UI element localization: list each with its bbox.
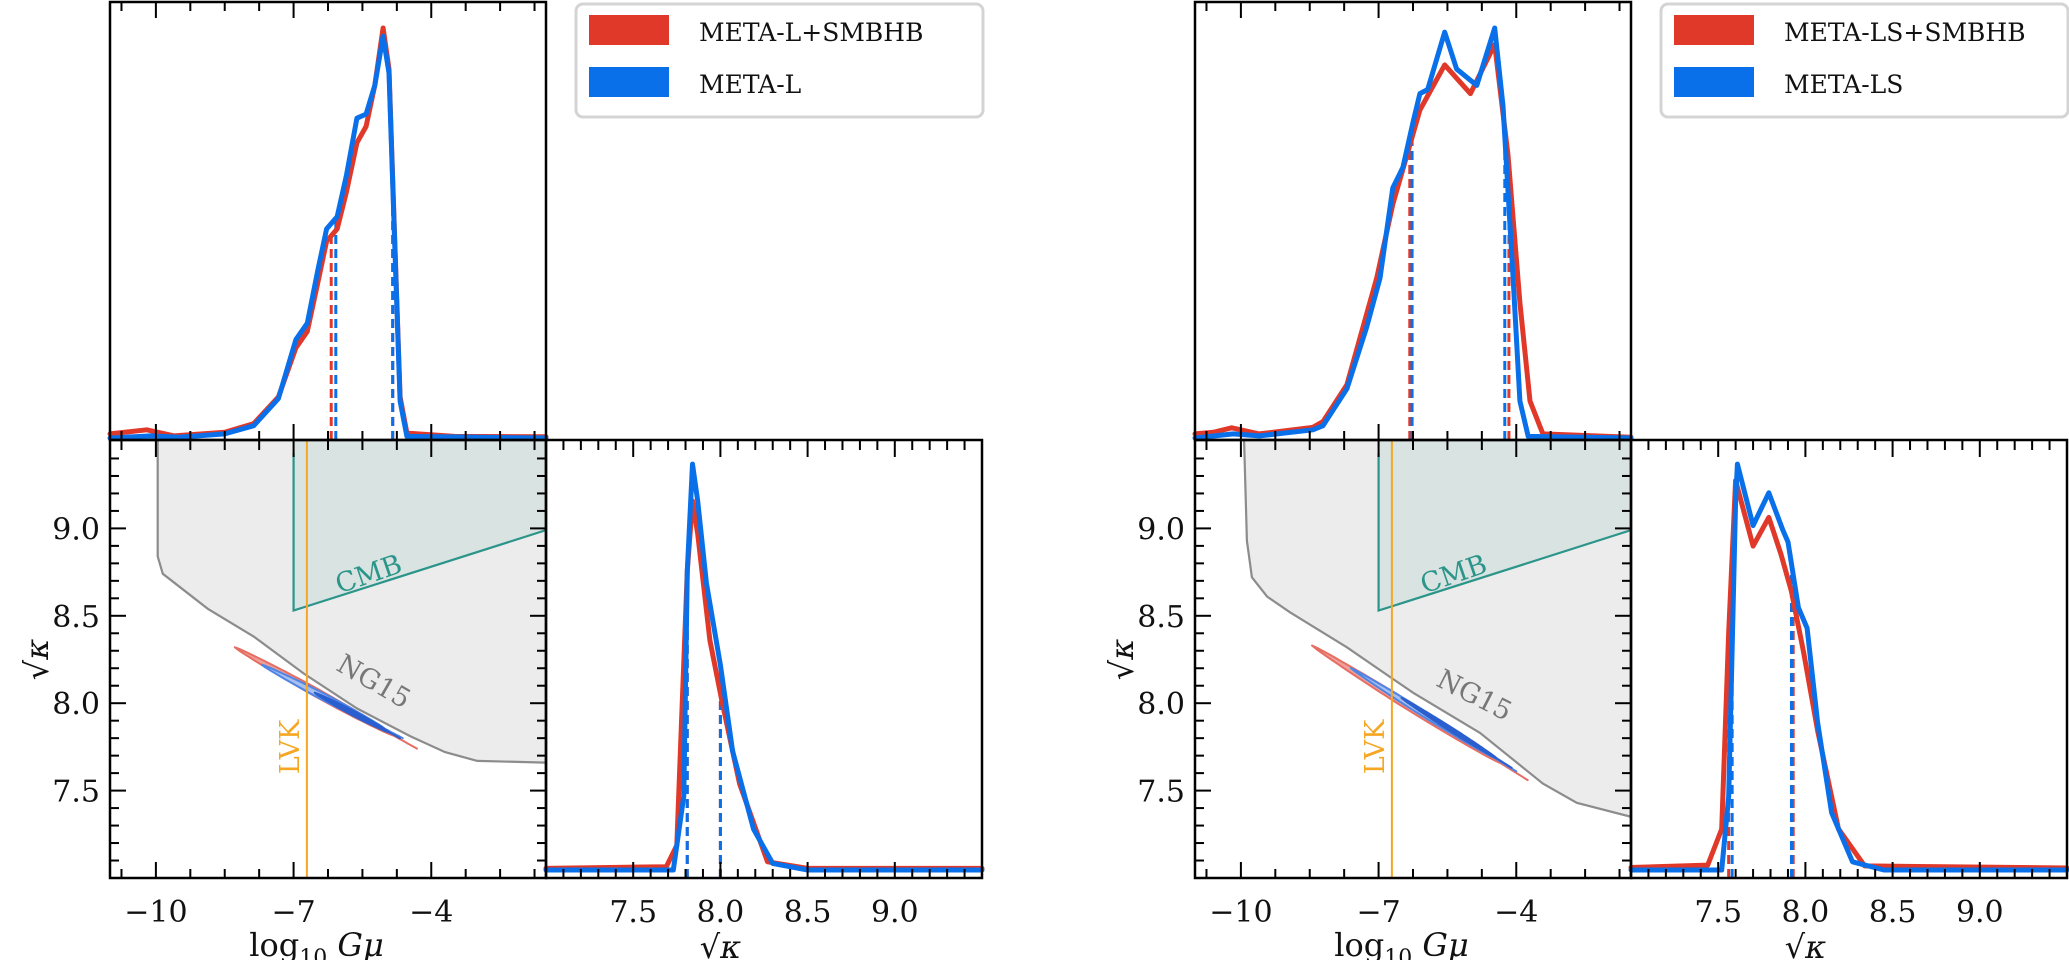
panel-2d-content (156, 441, 546, 878)
x-tick-label-kappa: 7.5 (1694, 895, 1742, 930)
x-axis-label-gmu: log10 Gμ (249, 926, 384, 960)
x-tick-label-kappa: 9.0 (1956, 895, 2004, 930)
legend-box (1659, 2, 2069, 119)
kappa-posterior-combined (1628, 478, 2069, 871)
y-tick-label-kappa: 8.0 (1137, 687, 1185, 722)
x-tick-label-kappa: 9.0 (871, 895, 919, 930)
axis-label-subscript: 10 (1384, 946, 1412, 960)
ng15-boundary (1243, 441, 1631, 818)
y-tick-label-kappa: 7.5 (52, 775, 100, 810)
y-tick-label-kappa: 7.5 (1137, 775, 1185, 810)
kappa-posterior-single (1628, 461, 2069, 873)
x-tick-label-gmu: −7 (1356, 895, 1400, 930)
frame-kappa-1d (544, 438, 984, 880)
contour-single-68 (313, 691, 402, 740)
x-tick-label-kappa: 8.0 (697, 895, 745, 930)
axis-label-gmu: Gμ (1412, 926, 1469, 960)
x-tick-label-kappa: 8.5 (784, 895, 832, 930)
x-tick-label-kappa: 8.5 (1869, 895, 1917, 930)
x-tick-label-kappa: 7.5 (609, 895, 657, 930)
y-tick-label-kappa: 8.0 (52, 687, 100, 722)
x-axis-label-kappa: √κ (700, 928, 741, 960)
frame-kappa-1d (1629, 438, 2069, 880)
y-tick-label-kappa: 9.0 (52, 512, 100, 547)
cmb-boundary (292, 453, 546, 613)
legend-swatch-single (1674, 67, 1754, 97)
y-axis-label-kappa: √κ (18, 639, 56, 680)
x-tick-label-kappa: 8.0 (1782, 895, 1830, 930)
kappa-posterior-combined (543, 498, 985, 871)
x-tick-label-gmu: −10 (124, 895, 187, 930)
legend-label-combined: META-L+SMBHB (699, 18, 923, 47)
axis-label-subscript: 10 (299, 946, 327, 960)
legend-label-combined: META-LS+SMBHB (1784, 18, 2026, 47)
x-tick-label-gmu: −7 (271, 895, 315, 930)
contour-single-68 (1400, 697, 1513, 769)
cmb-region (1378, 441, 1631, 611)
legend-label-single: META-LS (1784, 70, 1903, 99)
legend: META-LS+SMBHB META-LS (1659, 2, 2069, 119)
y-axis-label-kappa: √κ (1103, 639, 1141, 680)
cmb-region (293, 441, 546, 611)
gmu-posterior-single (1192, 25, 1634, 441)
axis-label-log: log (249, 926, 299, 960)
axis-label-log: log (1334, 926, 1384, 960)
gmu-posterior-single (107, 33, 549, 441)
kappa-posterior-single (543, 461, 985, 873)
cmb-boundary (1377, 453, 1631, 613)
x-tick-label-gmu: −4 (1494, 895, 1538, 930)
legend-swatch-combined (1674, 15, 1754, 45)
x-tick-label-gmu: −4 (409, 895, 453, 930)
lvk-label: LVK (1360, 719, 1391, 774)
legend: META-L+SMBHB META-L (574, 2, 985, 119)
y-tick-label-kappa: 8.5 (1137, 600, 1185, 635)
y-tick-label-kappa: 8.5 (52, 600, 100, 635)
legend-label-single: META-L (699, 70, 801, 99)
lvk-label: LVK (275, 719, 306, 774)
frame-gmu-1d (108, 0, 548, 442)
x-axis-label-kappa: √κ (1785, 928, 1826, 960)
axis-label-gmu: Gμ (327, 926, 384, 960)
legend-swatch-single (589, 67, 669, 97)
x-tick-label-gmu: −10 (1209, 895, 1272, 930)
legend-swatch-combined (589, 15, 669, 45)
ng15-boundary (156, 441, 546, 764)
y-tick-label-kappa: 9.0 (1137, 512, 1185, 547)
x-axis-label-gmu: log10 Gμ (1334, 926, 1469, 960)
legend-box (574, 2, 985, 119)
panel-2d-content (1243, 441, 1631, 878)
